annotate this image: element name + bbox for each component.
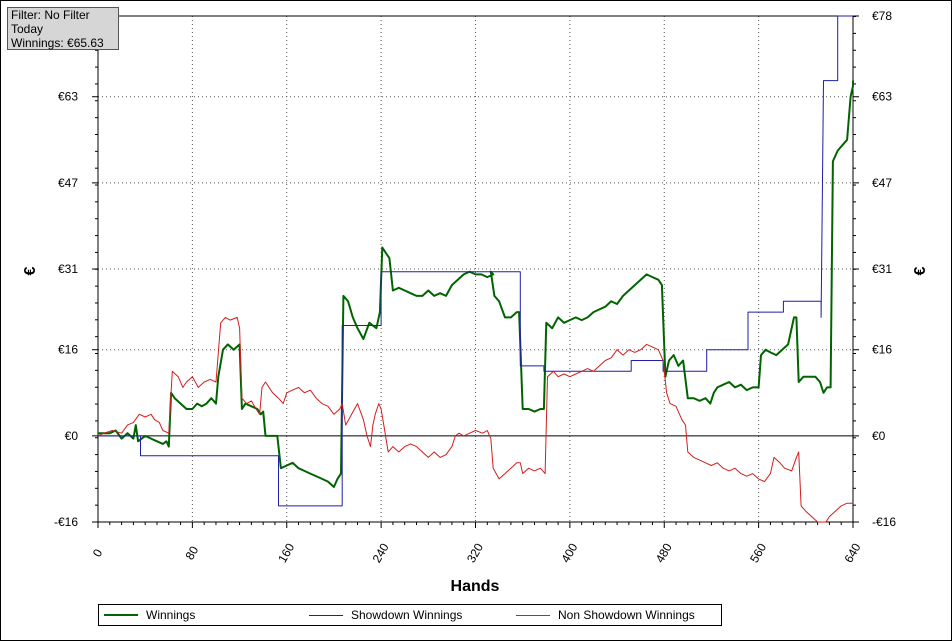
y-axis-title-right: € [912, 266, 929, 275]
y-tick-label-left: -€16 [54, 515, 78, 529]
x-tick-label: 0 [90, 546, 106, 559]
y-tick-label-left: €63 [58, 90, 78, 104]
legend-label-winnings: Winnings [146, 608, 196, 622]
grid [98, 16, 853, 522]
x-tick-label: 320 [464, 541, 486, 566]
legend-label-showdown: Showdown Winnings [351, 608, 463, 622]
y-tick-label-right: €78 [872, 9, 892, 23]
legend-item-winnings: Winnings [104, 607, 195, 623]
non-showdown-winnings-line [97, 316, 853, 523]
x-axis-title: Hands [451, 578, 500, 595]
series-lines [97, 15, 854, 523]
winnings-line [98, 80, 854, 488]
y-tick-label-right: -€16 [872, 515, 896, 529]
legend-swatch-non-showdown [516, 614, 550, 616]
y-tick-label-right: €47 [872, 176, 892, 190]
x-tick-label: 240 [370, 541, 392, 566]
x-tick-label: 80 [183, 543, 202, 562]
legend-swatch-showdown [309, 614, 343, 616]
y-tick-label-right: €16 [872, 343, 892, 357]
legend-swatch-winnings [104, 614, 138, 616]
x-tick-label: 640 [841, 541, 863, 566]
y-tick-label-right: €31 [872, 262, 892, 276]
x-tick-label: 160 [275, 541, 297, 566]
y-tick-label-left: €31 [58, 262, 78, 276]
y-axis-title-left: € [22, 266, 39, 275]
y-tick-label-right: €63 [872, 90, 892, 104]
legend-item-non-showdown: Non Showdown Winnings [516, 607, 695, 623]
y-tick-label-left: €16 [58, 343, 78, 357]
legend-item-showdown: Showdown Winnings [309, 607, 462, 623]
y-tick-label-right: €0 [872, 429, 886, 443]
summary-box: Filter: No Filter Today Winnings: €65.63 [7, 7, 119, 50]
winnings-label: Winnings: €65.63 [11, 36, 104, 50]
legend-label-non-showdown: Non Showdown Winnings [558, 608, 695, 622]
showdown-winnings-line [98, 15, 853, 507]
y-tick-label-left: €47 [58, 176, 78, 190]
period-label: Today [11, 22, 44, 36]
legend: Winnings Showdown Winnings Non Showdown … [98, 604, 722, 626]
x-tick-label: 560 [747, 541, 769, 566]
y-tick-label-left: €0 [65, 429, 79, 443]
filter-label: Filter: No Filter [11, 8, 90, 22]
x-tick-label: 480 [653, 541, 675, 566]
x-tick-label: 400 [558, 541, 580, 566]
